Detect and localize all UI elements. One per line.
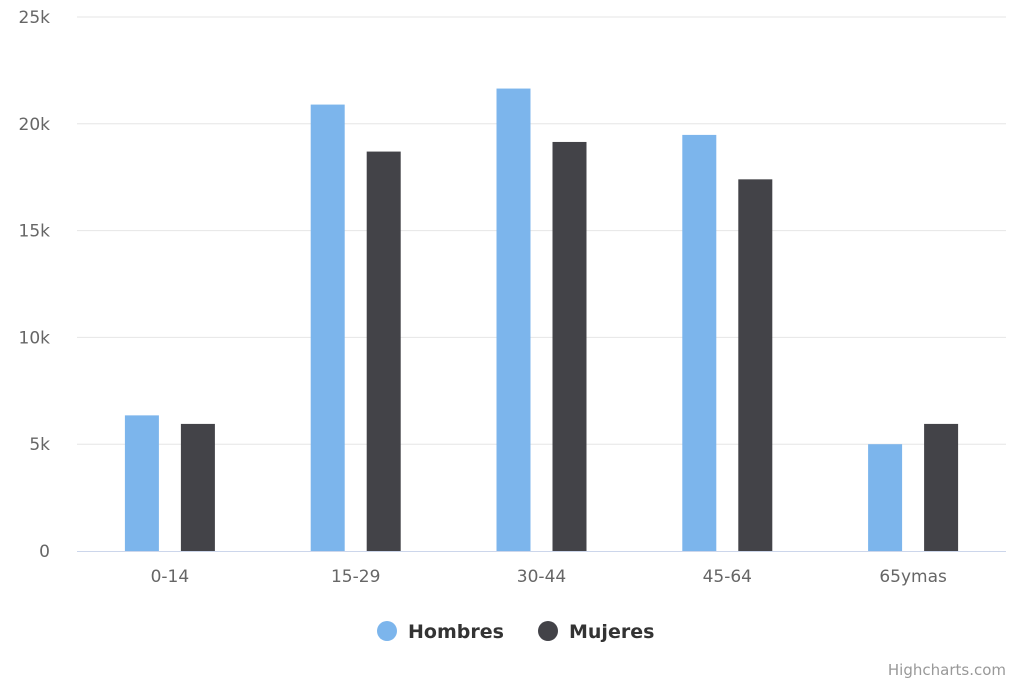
bar-hombres-15-29[interactable] <box>310 104 345 552</box>
bars <box>124 88 959 552</box>
y-tick-label: 10k <box>19 328 51 348</box>
x-tick-label: 45-64 <box>703 567 752 587</box>
bar-mujeres-0-14[interactable] <box>180 423 215 551</box>
legend-item-hombres[interactable]: Hombres <box>377 621 504 643</box>
legend[interactable]: Hombres Mujeres <box>377 621 654 643</box>
bar-mujeres-45-64[interactable] <box>738 179 773 551</box>
bar-mujeres-15-29[interactable] <box>366 151 401 551</box>
bar-hombres-45-64[interactable] <box>682 134 717 551</box>
y-axis: 0 5k 10k 15k 20k 25k <box>19 8 51 562</box>
bar-mujeres-65ymas[interactable] <box>924 423 959 551</box>
x-tick-label: 0-14 <box>151 567 190 587</box>
y-tick-label: 5k <box>29 435 50 455</box>
legend-label: Hombres <box>408 621 504 643</box>
x-tick-label: 30-44 <box>517 567 566 587</box>
legend-marker <box>377 621 397 641</box>
x-tick-label: 65ymas <box>879 567 947 587</box>
legend-marker <box>538 621 558 641</box>
legend-label: Mujeres <box>569 621 654 643</box>
legend-item-mujeres[interactable]: Mujeres <box>538 621 654 643</box>
y-tick-label: 25k <box>19 8 51 28</box>
y-tick-label: 20k <box>19 115 51 135</box>
y-tick-label: 0 <box>39 542 50 562</box>
x-axis: 0-14 15-29 30-44 45-64 65ymas <box>77 551 1006 587</box>
x-tick-label: 15-29 <box>331 567 380 587</box>
bar-hombres-0-14[interactable] <box>124 415 159 551</box>
y-tick-label: 15k <box>19 222 51 242</box>
grid-lines <box>77 16 1006 445</box>
bar-mujeres-30-44[interactable] <box>552 141 587 551</box>
credits-link[interactable]: Highcharts.com <box>888 661 1006 679</box>
bar-hombres-65ymas[interactable] <box>868 444 903 551</box>
bar-hombres-30-44[interactable] <box>496 88 531 551</box>
